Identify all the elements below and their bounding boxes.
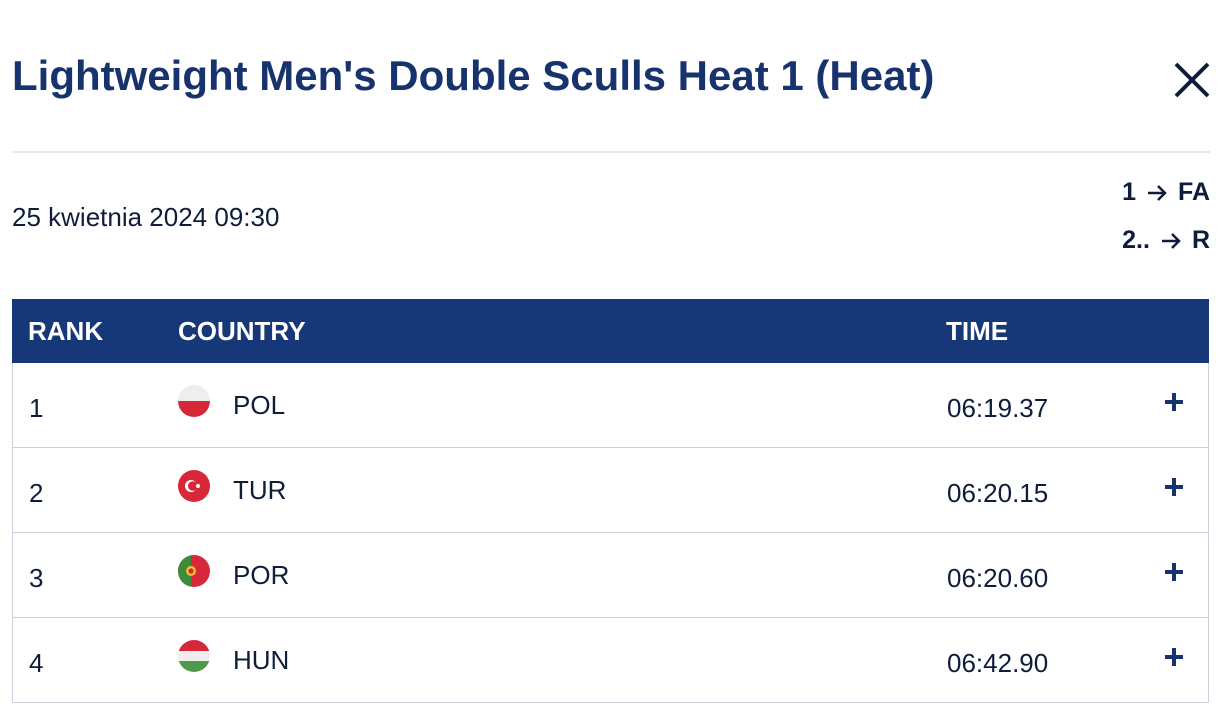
table-row[interactable]: 3 POR 06:20.60 [12, 533, 1209, 618]
flag [178, 555, 210, 587]
flag [178, 470, 210, 502]
rank: 3 [29, 563, 44, 593]
country: HUN [233, 645, 290, 675]
table-row[interactable]: 1 POL 06:19.37 [12, 363, 1209, 448]
rank: 1 [29, 393, 44, 423]
column-header: RANK [28, 316, 104, 346]
table-row[interactable]: 4 HUN 06:42.90 [12, 618, 1209, 703]
rank: 2 [29, 478, 44, 508]
expand-button[interactable] [1163, 476, 1185, 498]
country: POR [233, 560, 290, 590]
arrow [1161, 232, 1181, 249]
progression-rule: 1 FA [1122, 178, 1210, 207]
expand-button[interactable] [1163, 646, 1185, 668]
close-button[interactable] [1172, 60, 1212, 100]
country: POL [233, 390, 286, 420]
flag [178, 640, 210, 672]
country: TUR [233, 475, 287, 505]
progression-rule: 2.. R [1122, 226, 1210, 255]
arrow [1148, 184, 1167, 201]
column-header: TIME [946, 316, 1009, 346]
rule-from: 2.. [1122, 226, 1150, 254]
divider [12, 151, 1210, 153]
table-header: RANK COUNTRY TIME [12, 299, 1209, 363]
table-row[interactable]: 2 TUR 06:20.15 [12, 448, 1209, 533]
date: 25 kwietnia 2024 09:30 [12, 202, 280, 232]
time: 06:19.37 [947, 393, 1049, 423]
expand-button[interactable] [1163, 391, 1185, 413]
title: Lightweight Men's Double Sculls Heat 1 (… [12, 52, 935, 99]
column-header: COUNTRY [178, 316, 306, 346]
rank: 4 [29, 648, 44, 678]
expand-button[interactable] [1163, 561, 1185, 583]
time: 06:42.90 [947, 648, 1049, 678]
time: 06:20.60 [947, 563, 1049, 593]
flag [178, 385, 210, 417]
rule-to: FA [1178, 178, 1210, 206]
rule-to: R [1191, 226, 1210, 254]
rule-from: 1 [1122, 178, 1137, 206]
time: 06:20.15 [947, 478, 1049, 508]
